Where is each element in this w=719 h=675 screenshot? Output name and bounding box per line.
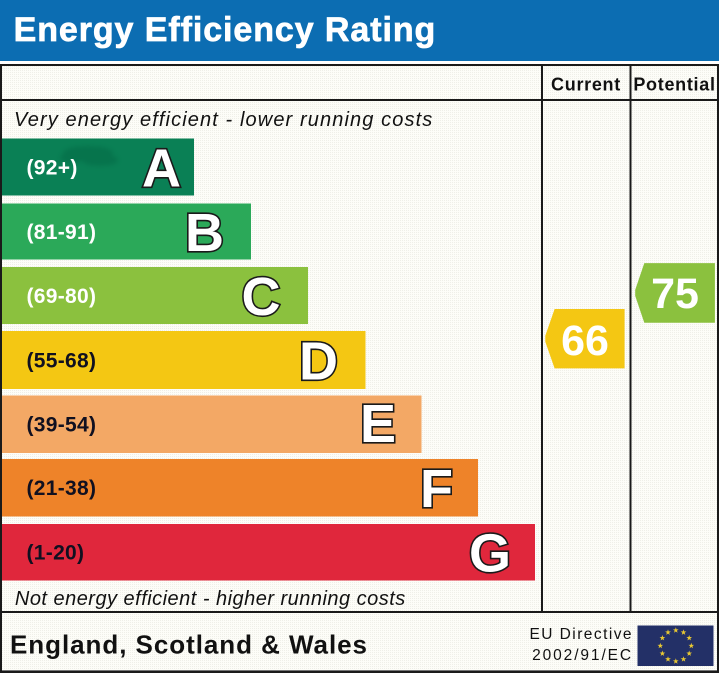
svg-text:G: G: [469, 524, 511, 584]
svg-text:66: 66: [561, 317, 609, 365]
svg-text:Potential: Potential: [633, 74, 715, 94]
svg-text:F: F: [420, 459, 453, 519]
svg-text:Not energy efficient - higher: Not energy efficient - higher running co…: [15, 588, 406, 610]
svg-text:75: 75: [651, 270, 699, 318]
svg-text:(55-68): (55-68): [27, 350, 97, 373]
svg-text:Very energy efficient - lower: Very energy efficient - lower running co…: [14, 109, 433, 131]
svg-text:Current: Current: [551, 74, 621, 94]
svg-text:C: C: [242, 267, 281, 327]
svg-text:(69-80): (69-80): [27, 285, 97, 308]
svg-text:D: D: [299, 331, 338, 391]
svg-text:(81-91): (81-91): [27, 221, 97, 244]
svg-text:England, Scotland & Wales: England, Scotland & Wales: [10, 629, 368, 659]
svg-text:E: E: [360, 394, 396, 454]
svg-text:A: A: [142, 138, 181, 198]
svg-text:(39-54): (39-54): [27, 414, 97, 437]
svg-text:2002/91/EC: 2002/91/EC: [532, 647, 633, 664]
svg-text:B: B: [185, 203, 224, 263]
svg-text:(92+): (92+): [27, 157, 78, 180]
svg-text:EU Directive: EU Directive: [529, 626, 633, 643]
svg-text:(21-38): (21-38): [27, 477, 97, 500]
svg-text:Energy Efficiency Rating: Energy Efficiency Rating: [14, 11, 437, 49]
svg-text:(1-20): (1-20): [27, 542, 85, 565]
